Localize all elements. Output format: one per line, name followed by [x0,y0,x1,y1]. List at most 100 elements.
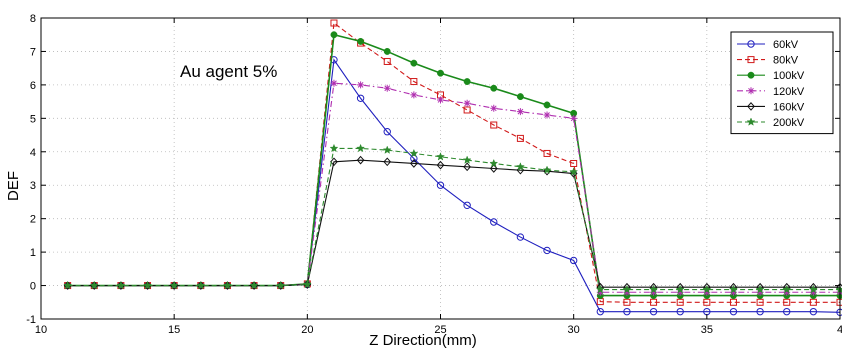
data-point-80kv [756,298,764,306]
data-point-120kv [809,288,817,296]
data-point-100kv [463,78,471,85]
y-tick-label: 1 [30,247,36,259]
data-point-80kv [516,134,524,142]
y-tick-label: 8 [30,13,36,25]
data-point-100kv [383,47,391,55]
legend-item-60kv: 60kV [737,39,799,51]
data-point-200kv [755,284,765,294]
data-point-80kv [623,298,631,306]
legend-item-80kv: 80kV [737,55,799,67]
data-point-160kv [436,160,445,170]
data-point-120kv [650,288,658,296]
data-point-200kv [702,284,712,294]
data-point-200kv [569,167,579,176]
data-point-100kv [357,37,365,45]
x-tick-label: 30 [568,324,580,336]
legend-label-100kv: 100kV [773,70,805,82]
data-point-200kv [116,280,126,290]
series-line-200kv [67,147,840,291]
data-point-200kv [782,284,792,294]
data-point-100kv [330,31,338,39]
data-point-80kv [463,106,471,114]
data-point-80kv [783,298,791,306]
y-tick-label: 4 [30,147,36,159]
data-point-80kv [330,19,338,27]
data-point-200kv [63,280,73,290]
data-point-200kv [515,162,525,171]
data-point-120kv [490,104,498,112]
data-point-80kv [676,298,684,306]
series-60kv [63,56,842,317]
data-point-60kv [356,94,365,102]
legend-marker-100kv [747,71,755,79]
y-tick-label: 3 [30,180,36,192]
data-point-60kv [783,307,791,316]
data-point-80kv [650,298,658,306]
data-point-120kv [756,288,764,296]
legend-item-120kv: 120kV [737,86,805,98]
data-point-100kv [437,69,444,77]
data-point-160kv [330,157,338,167]
data-point-160kv [569,169,578,178]
data-point-200kv [409,148,419,158]
data-point-200kv [728,284,738,294]
data-point-120kv [330,79,338,87]
data-point-80kv [383,57,391,65]
legend-label-160kv: 160kV [773,101,805,113]
legend-label-60kv: 60kV [773,39,799,51]
data-point-160kv [409,159,418,168]
data-point-200kv [302,279,312,289]
data-point-120kv [623,288,631,296]
legend-item-160kv: 160kV [737,101,805,113]
data-point-200kv [222,280,232,290]
data-point-200kv [436,152,445,161]
data-point-60kv [490,218,498,226]
chart-annotation: Au agent 5% [180,62,277,81]
data-point-120kv [729,288,737,296]
x-tick-label: 10 [35,324,47,336]
data-point-120kv [437,96,444,104]
y-tick-label: 2 [30,214,36,226]
series-line-60kv [67,58,841,313]
legend-marker-200kv [746,117,756,126]
data-point-160kv [356,155,365,165]
data-point-80kv [703,298,711,306]
data-point-200kv [276,280,286,290]
series-200kv [63,143,842,294]
series-120kv [64,79,842,296]
legend-label-200kv: 200kV [773,117,805,129]
series-line-160kv [67,159,840,288]
data-point-60kv [516,233,525,241]
data-point-80kv [570,159,578,167]
data-point-200kv [462,155,472,164]
data-point-120kv [596,288,604,296]
data-point-60kv [569,256,578,265]
data-point-120kv [410,91,418,99]
data-point-200kv [382,145,392,154]
data-point-60kv [623,307,631,316]
data-point-120kv [783,288,791,296]
y-axis-label: DEF [5,171,22,201]
data-point-120kv [703,288,711,296]
x-tick-label: 25 [434,324,446,336]
axis-ticks: 10 15 20 25 30 35 4 -1 0 1 2 3 4 5 6 7 8 [26,13,842,336]
y-tick-label: 7 [30,46,36,58]
data-point-80kv [729,298,737,306]
legend-label-80kv: 80kV [773,55,799,67]
data-point-60kv [809,307,818,316]
data-point-120kv [570,114,578,122]
data-point-120kv [463,99,471,107]
series-160kv [63,155,842,292]
data-point-80kv [490,121,498,129]
x-tick-label: 15 [168,324,180,336]
data-point-120kv [383,84,391,92]
legend-item-200kv: 200kV [737,117,805,129]
data-point-60kv [436,181,445,189]
data-point-200kv [489,158,499,168]
data-point-160kv [489,164,498,173]
data-point-200kv [675,284,685,294]
data-point-120kv [543,111,551,119]
data-point-60kv [596,307,604,316]
data-point-120kv [516,108,524,116]
x-tick-label: 20 [301,324,313,336]
